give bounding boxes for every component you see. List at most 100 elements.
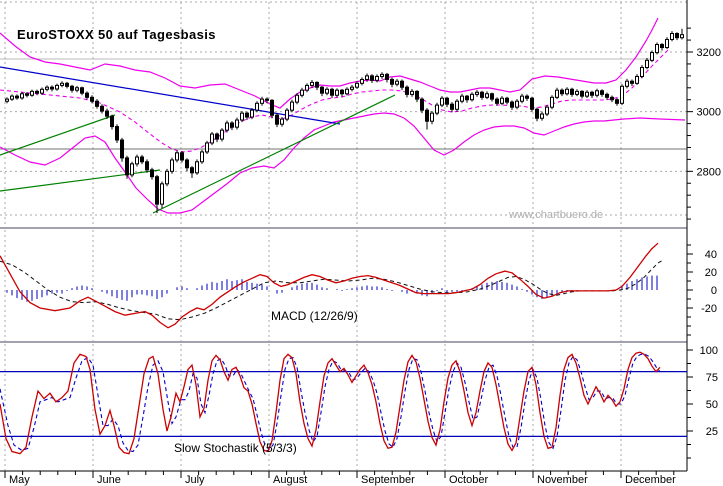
- candle-body: [120, 139, 124, 159]
- candle-body: [460, 95, 464, 102]
- candle-body: [135, 156, 139, 165]
- candle-body: [375, 75, 379, 81]
- bollinger-lower: [0, 112, 686, 214]
- macd-tick-label: 20: [705, 267, 717, 279]
- candle-body: [300, 89, 304, 96]
- candle-body: [655, 44, 659, 54]
- candle-body: [595, 90, 599, 96]
- stochastic-k-line: [0, 351, 661, 455]
- candle-body: [170, 159, 174, 172]
- chart-title: EuroSTOXX 50 auf Tagesbasis: [17, 27, 216, 42]
- candle-body: [30, 90, 34, 96]
- candle-body: [270, 99, 274, 116]
- candle-body: [630, 80, 634, 84]
- candle-body: [360, 78, 364, 84]
- candle-body: [55, 84, 59, 90]
- candle-body: [430, 112, 434, 122]
- stoch-tick-label: 75: [706, 372, 718, 384]
- candle-body: [200, 151, 204, 163]
- candle-body: [290, 101, 294, 111]
- candle-body: [650, 52, 654, 61]
- candle-body: [310, 81, 314, 86]
- candle-body: [620, 85, 624, 104]
- candle-body: [345, 88, 349, 95]
- month-label: July: [185, 474, 205, 486]
- candle-body: [150, 169, 154, 178]
- candle-body: [355, 82, 359, 88]
- candle-body: [350, 86, 354, 90]
- candle-body: [590, 91, 594, 96]
- candle-body: [420, 98, 424, 111]
- candle-body: [275, 114, 279, 125]
- candle-body: [340, 89, 344, 95]
- candle-body: [670, 33, 674, 40]
- candle-body: [80, 87, 84, 94]
- candle-body: [445, 97, 449, 105]
- candle-body: [50, 86, 54, 90]
- candle-body: [575, 90, 579, 95]
- candle-body: [500, 97, 504, 104]
- candle-body: [110, 115, 114, 128]
- candle-body: [195, 161, 199, 174]
- candle-body: [510, 101, 514, 108]
- candle-body: [395, 80, 399, 85]
- candle-body: [155, 176, 159, 205]
- stoch-tick-label: 25: [706, 426, 718, 438]
- blue-trendline: [0, 66, 341, 125]
- candle-body: [540, 113, 544, 119]
- candle-body: [20, 93, 24, 99]
- candle-body: [400, 80, 404, 88]
- candle-body: [385, 73, 389, 80]
- candle-body: [640, 67, 644, 77]
- candle-body: [495, 98, 499, 104]
- candle-body: [15, 95, 19, 99]
- candle-body: [390, 78, 394, 85]
- candle-body: [405, 86, 409, 95]
- candle-body: [470, 93, 474, 101]
- candle-body: [260, 98, 264, 104]
- candle-body: [250, 109, 254, 118]
- candle-body: [440, 97, 444, 106]
- price-tick-label: 3000: [697, 107, 721, 119]
- macd-tick-label: -20: [701, 303, 717, 315]
- candle-body: [425, 109, 429, 122]
- month-label: June: [97, 474, 121, 486]
- stoch-tick-label: 50: [706, 399, 718, 411]
- candle-body: [165, 170, 169, 185]
- candle-body: [105, 110, 109, 117]
- candle-body: [325, 88, 329, 94]
- candle-body: [160, 183, 164, 205]
- candle-body: [680, 34, 684, 39]
- candle-body: [615, 99, 619, 104]
- month-label: September: [361, 474, 415, 486]
- candle-body: [560, 89, 564, 95]
- candle-body: [605, 93, 609, 98]
- candle-body: [175, 152, 179, 161]
- candle-body: [305, 84, 309, 91]
- candle-body: [635, 75, 639, 84]
- candle-body: [415, 90, 419, 100]
- candle-body: [185, 159, 189, 169]
- stochastic-indicator-label: Slow Stochastik (5/3/3): [174, 441, 297, 455]
- candle-body: [660, 44, 664, 49]
- candle-body: [65, 82, 69, 87]
- candle-body: [580, 90, 584, 97]
- candle-body: [550, 96, 554, 108]
- candle-body: [230, 122, 234, 128]
- candle-body: [235, 119, 239, 128]
- candle-body: [75, 87, 79, 91]
- candle-body: [585, 91, 589, 97]
- macd-line: [0, 242, 659, 329]
- candle-body: [450, 103, 454, 110]
- candle-body: [545, 106, 549, 115]
- candle-body: [215, 133, 219, 140]
- candle-body: [435, 104, 439, 114]
- candle-body: [370, 75, 374, 81]
- candle-body: [625, 80, 629, 87]
- candle-body: [10, 95, 14, 100]
- candle-body: [240, 112, 244, 121]
- candle-body: [280, 118, 284, 125]
- watermark: www.chartbuero.de: [509, 209, 604, 221]
- green-trendline: [0, 114, 116, 156]
